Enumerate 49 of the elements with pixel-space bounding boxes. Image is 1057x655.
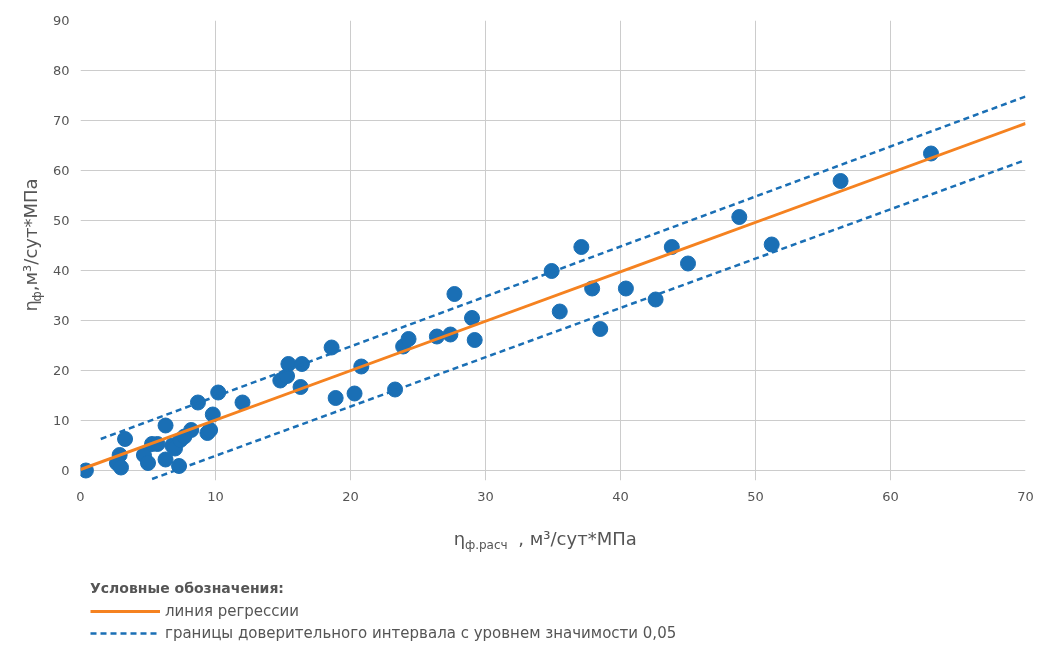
point — [157, 417, 174, 434]
point — [113, 459, 129, 476]
point — [117, 431, 134, 447]
point — [573, 239, 590, 255]
point — [464, 310, 480, 326]
y-tick-label: 10 — [52, 413, 70, 428]
point — [327, 390, 344, 406]
y-tick-label: 20 — [52, 363, 70, 378]
x-tick-label: 50 — [747, 488, 764, 504]
point — [617, 280, 634, 297]
y-tick-label: 40 — [52, 263, 70, 278]
y-tick-label: 60 — [52, 163, 70, 178]
point — [832, 173, 849, 189]
point — [346, 385, 363, 402]
legend-label: линия регрессии — [165, 602, 300, 620]
point — [323, 339, 340, 356]
x-tick-label: 10 — [207, 488, 224, 504]
legend-label: границы доверительного интервала с уровнем значимости 0,05 — [165, 624, 677, 642]
x-tick-label: 40 — [612, 488, 629, 504]
point — [400, 331, 417, 347]
point — [171, 458, 188, 474]
point — [210, 384, 227, 401]
point — [189, 394, 206, 411]
point — [592, 321, 609, 337]
y-tick-label: 30 — [52, 313, 70, 328]
x-tick-label: 60 — [882, 488, 899, 504]
point — [763, 236, 780, 253]
point — [551, 303, 568, 320]
point — [446, 286, 463, 302]
y-tick-label: 50 — [52, 213, 70, 228]
y-axis-title: ηф,м³/сут*МПа — [20, 178, 44, 312]
point — [731, 209, 748, 225]
point — [157, 451, 174, 468]
point — [234, 394, 251, 411]
x-tick-label: 70 — [1017, 488, 1034, 504]
y-tick-label: 90 — [52, 13, 70, 28]
point — [466, 332, 483, 348]
y-tick-label: 70 — [52, 113, 70, 128]
point — [680, 255, 696, 272]
point — [647, 291, 664, 308]
point — [293, 356, 310, 372]
x-tick-label: 20 — [342, 488, 359, 504]
legend-title: Условные обозначения: — [90, 580, 285, 596]
point — [543, 263, 560, 279]
y-tick-label: 0 — [61, 463, 70, 478]
point — [140, 455, 156, 471]
x-tick-label: 0 — [76, 488, 85, 504]
x-tick-label: 30 — [477, 488, 494, 504]
y-tick-label: 80 — [52, 63, 70, 78]
